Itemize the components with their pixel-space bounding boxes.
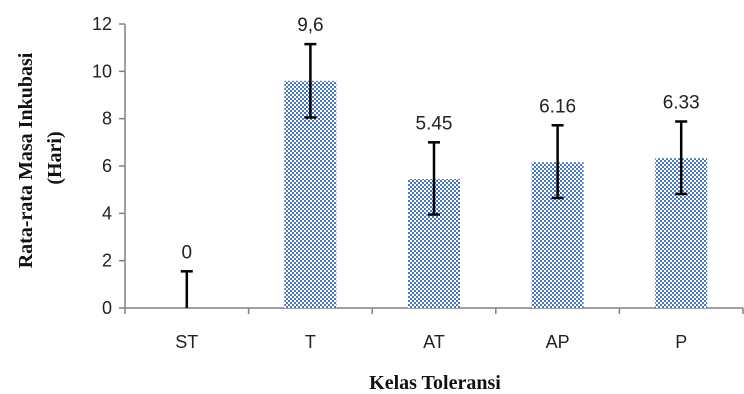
y-tick-label: 12 — [92, 14, 112, 34]
y-tick-label: 0 — [102, 298, 112, 318]
data-label: 5.45 — [416, 113, 453, 134]
x-tick-label: P — [675, 332, 687, 352]
y-tick-label: 2 — [102, 251, 112, 271]
x-tick-label: AP — [546, 332, 570, 352]
x-tick-label: AT — [423, 332, 445, 352]
data-label: 9,6 — [297, 15, 323, 36]
x-axis-title: Kelas Toleransi — [369, 372, 501, 394]
data-labels: 0 9,6 5.45 6.16 6.33 — [182, 15, 700, 263]
data-label: 0 — [182, 242, 193, 263]
error-bars — [180, 42, 688, 308]
y-tick-label: 4 — [102, 203, 112, 223]
y-tick-label: 8 — [102, 109, 112, 129]
y-tick-label: 10 — [92, 61, 112, 81]
y-axis-title-line-1: Rata-rata Masa Inkubasi — [15, 52, 37, 268]
y-tick-label: 6 — [102, 156, 112, 176]
y-axis-title-line-2: (Hari) — [44, 131, 66, 184]
data-label: 6.16 — [539, 96, 576, 117]
bars — [284, 80, 708, 308]
data-label: 6.33 — [663, 93, 700, 114]
y-axis-title: Rata-rata Masa Inkubasi (Hari) — [15, 48, 66, 269]
y-axis: 0 2 4 6 8 10 12 — [92, 14, 126, 318]
x-tick-label: ST — [175, 332, 198, 352]
x-axis: ST T AT AP P — [124, 307, 744, 352]
x-tick-label: T — [305, 332, 316, 352]
